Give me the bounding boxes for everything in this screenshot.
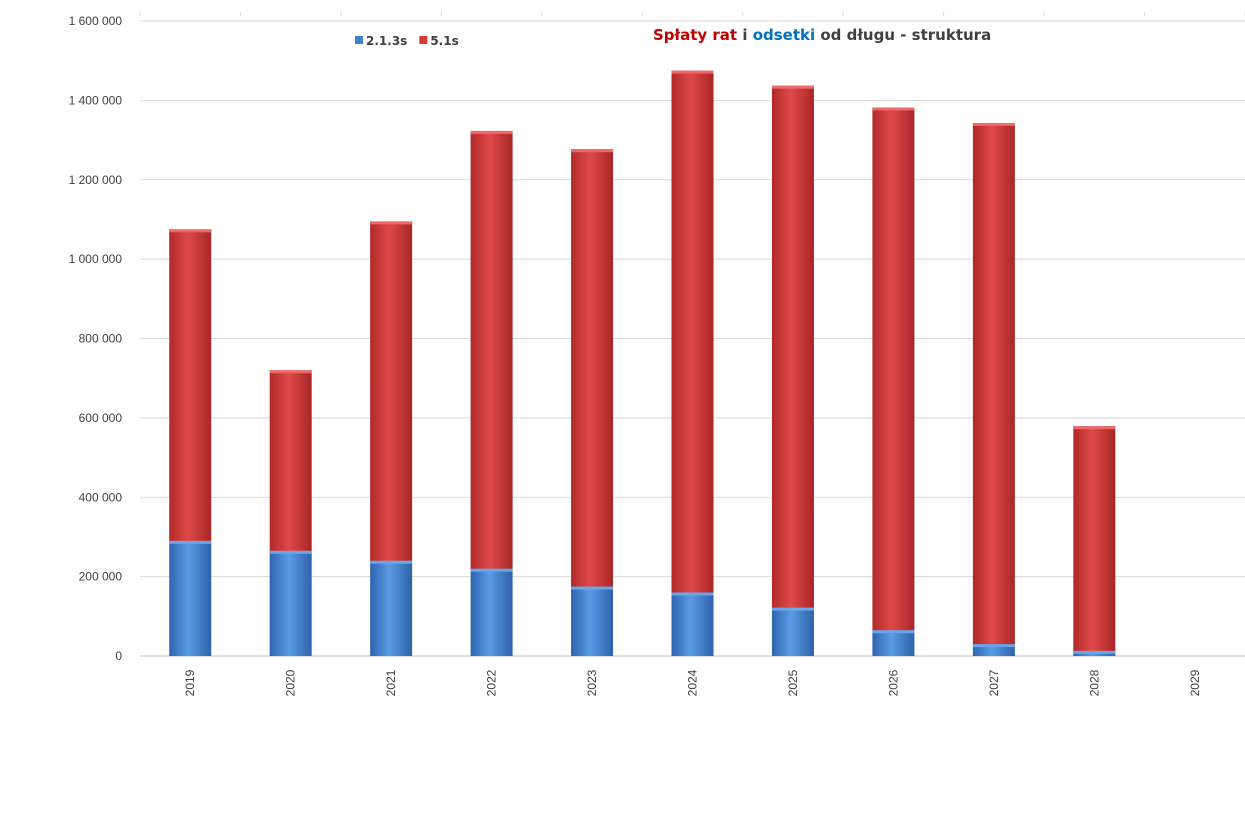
- x-tick-label: 2021: [384, 669, 398, 696]
- bar-5.1s-2021: [370, 221, 413, 561]
- y-tick-label: 1 600 000: [69, 14, 123, 28]
- x-tick-label: 2026: [886, 669, 900, 696]
- x-tick-label: 2020: [284, 669, 298, 696]
- bar-2.1.3s-2026: [872, 630, 915, 656]
- bar-top-edge: [571, 586, 614, 590]
- bar-top-edge: [771, 85, 814, 89]
- bar-top-edge: [269, 550, 312, 554]
- bar-top-edge: [370, 560, 413, 564]
- bar-5.1s-2019: [169, 229, 212, 541]
- bar-top-edge: [771, 607, 814, 611]
- y-tick-label: 800 000: [79, 332, 123, 346]
- bar-top-edge: [972, 122, 1015, 126]
- bar-2.1.3s-2023: [571, 586, 614, 656]
- y-tick-label: 600 000: [79, 411, 123, 425]
- bar-top-edge: [269, 370, 312, 374]
- y-axis: 0 200 000 400 000 600 000 800 000 1 000 000 1 …: [69, 14, 123, 663]
- bar-top-edge: [470, 130, 513, 134]
- bar-5.1s-2026: [872, 107, 915, 631]
- legend-label: 2.1.3s: [366, 34, 407, 48]
- x-axis: 2019 2020 2021 2022 2023 2024 2025 2026 2027 2028…: [183, 669, 1202, 696]
- bar-top-edge: [169, 229, 212, 233]
- legend-swatch: [355, 36, 363, 44]
- bar-top-edge: [370, 221, 413, 225]
- bar-2.1.3s-2019: [169, 540, 212, 656]
- bar-top-edge: [571, 149, 614, 153]
- bar-top-edge: [872, 630, 915, 634]
- legend: 2.1.3s 5.1s: [355, 34, 459, 48]
- x-tick-label: 2025: [786, 669, 800, 696]
- title-part: Spłaty rat: [653, 26, 737, 44]
- y-tick-label: 1 200 000: [69, 173, 123, 187]
- bar-top-edge: [872, 107, 915, 111]
- bar-5.1s-2023: [571, 149, 614, 587]
- bar-top-edge: [169, 540, 212, 544]
- bar-2.1.3s-2027: [972, 644, 1015, 656]
- bar-5.1s-2027: [972, 122, 1015, 645]
- bar-2.1.3s-2025: [771, 607, 814, 656]
- x-tick-label: 2029: [1188, 669, 1202, 696]
- legend-label: 5.1s: [430, 34, 458, 48]
- x-tick-label: 2019: [183, 669, 197, 696]
- bar-2.1.3s-2020: [269, 550, 312, 656]
- y-tick-label: 200 000: [79, 570, 123, 584]
- bar-top-edge: [671, 70, 714, 74]
- x-tick-label: 2024: [686, 669, 700, 696]
- bar-5.1s-2020: [269, 370, 312, 551]
- title-part: i: [737, 26, 753, 44]
- bar-top-edge: [1073, 426, 1116, 430]
- bars: [169, 70, 1116, 656]
- x-tick-label: 2023: [585, 669, 599, 696]
- x-tick-label: 2028: [1087, 669, 1101, 696]
- bar-2.1.3s-2022: [470, 568, 513, 656]
- title-part: odsetki: [753, 26, 815, 44]
- title-part: od długu - struktura: [815, 26, 991, 44]
- y-tick-label: 0: [115, 649, 122, 663]
- bar-2.1.3s-2024: [671, 592, 714, 656]
- bar-5.1s-2025: [771, 85, 814, 608]
- x-tick-label: 2022: [485, 669, 499, 696]
- bar-top-edge: [470, 568, 513, 572]
- chart-title: Spłaty rat i odsetki od długu - struktur…: [653, 26, 991, 44]
- y-tick-label: 400 000: [79, 490, 123, 504]
- bar-top-edge: [671, 592, 714, 596]
- x-tick-label: 2027: [987, 669, 1001, 696]
- bar-5.1s-2028: [1073, 426, 1116, 651]
- legend-swatch: [419, 36, 428, 44]
- bar-top-edge: [1073, 650, 1116, 654]
- bar-top-edge: [972, 644, 1015, 648]
- y-tick-label: 1 000 000: [69, 252, 123, 266]
- bar-2.1.3s-2021: [370, 560, 413, 656]
- bar-5.1s-2022: [470, 130, 513, 569]
- y-tick-label: 1 400 000: [69, 93, 123, 107]
- bar-5.1s-2024: [671, 70, 714, 593]
